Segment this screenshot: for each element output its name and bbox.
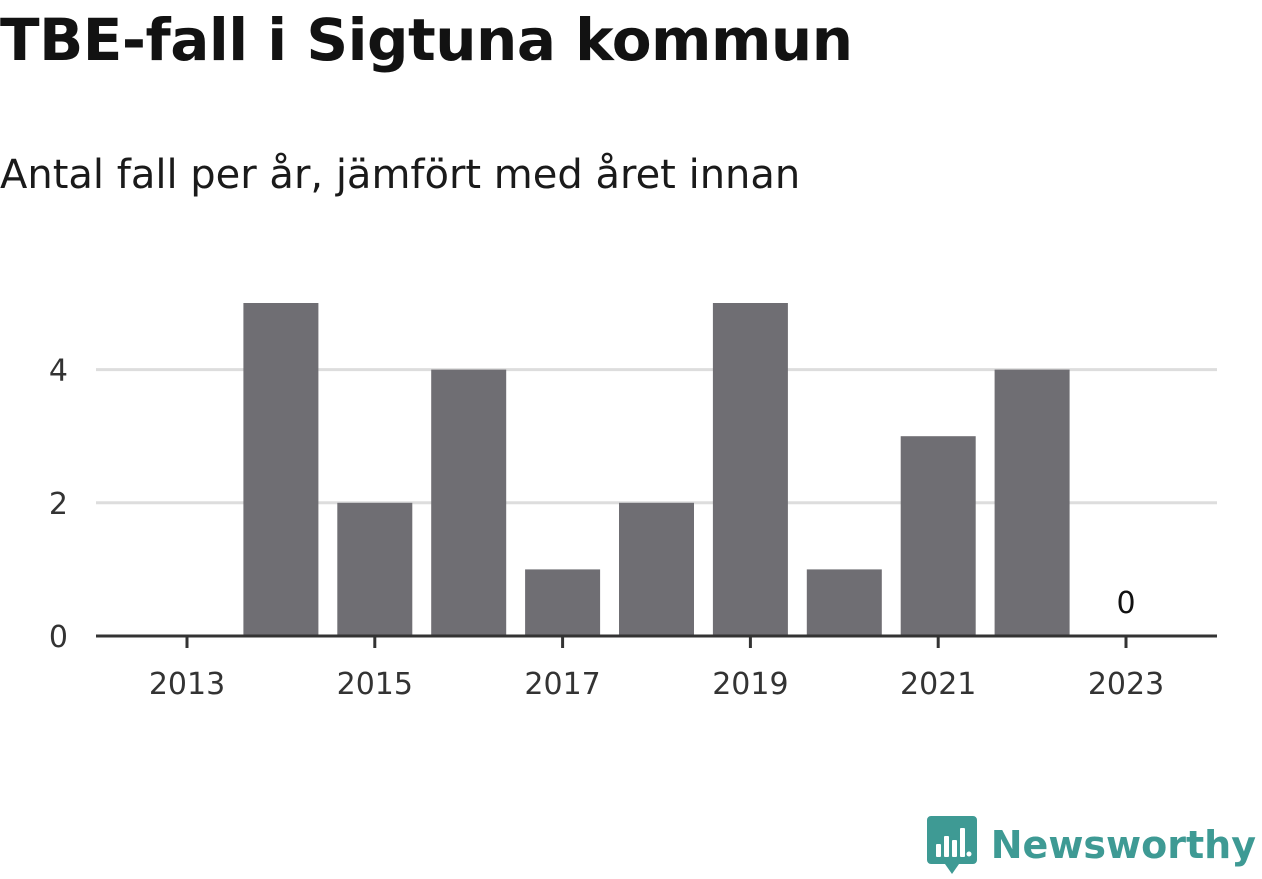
bar-2019 <box>712 303 788 636</box>
x-tick-label-2015: 2015 <box>337 667 413 702</box>
bar-2021 <box>900 436 976 636</box>
y-tick-label-0: 0 <box>49 620 68 655</box>
brand-name: Newsworthy <box>990 823 1256 867</box>
bar-2018 <box>619 502 694 636</box>
x-tick-label-2019: 2019 <box>712 667 788 702</box>
newsworthy-logo-icon <box>926 816 977 874</box>
x-tick-label-2017: 2017 <box>524 667 600 702</box>
bar-2020 <box>806 569 882 636</box>
bar-2014 <box>243 303 319 636</box>
x-tick-label-2023: 2023 <box>1088 667 1164 702</box>
x-tick-label-2021: 2021 <box>900 667 976 702</box>
bar-2015 <box>337 502 413 636</box>
bar-2017 <box>525 569 601 636</box>
chart-title: TBE-fall i Sigtuna kommun <box>0 6 853 74</box>
chart-subtitle: Antal fall per år, jämfört med året inna… <box>0 152 801 198</box>
brand: Newsworthy <box>926 815 1256 875</box>
y-tick-label-2: 2 <box>49 487 68 522</box>
value-label-2023: 0 <box>1116 586 1135 621</box>
y-tick-label-4: 4 <box>49 354 68 389</box>
bar-2022 <box>994 369 1070 636</box>
x-tick-label-2013: 2013 <box>149 667 225 702</box>
bar-2016 <box>431 369 507 636</box>
